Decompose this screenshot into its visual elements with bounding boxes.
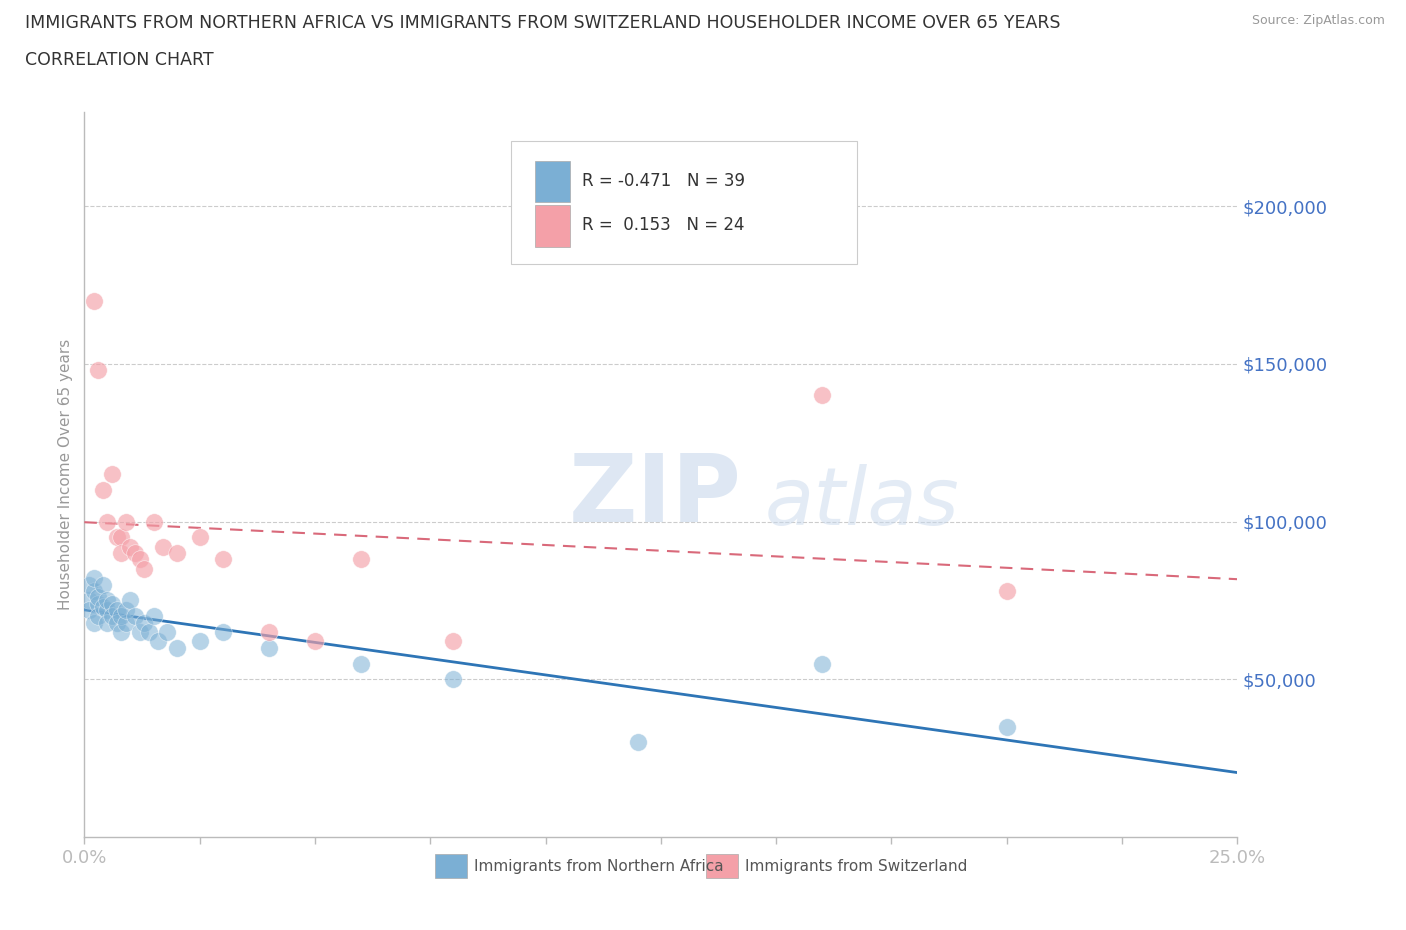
Text: Immigrants from Northern Africa: Immigrants from Northern Africa [474, 858, 724, 873]
Point [134, 615, 156, 630]
Point [188, 530, 211, 545]
Point [77, 603, 100, 618]
Point [811, 656, 834, 671]
Point [128, 552, 150, 567]
Point [120, 593, 142, 608]
Point [87, 363, 110, 378]
Text: CORRELATION CHART: CORRELATION CHART [25, 51, 214, 69]
Point [83, 293, 105, 308]
Point [83, 615, 105, 630]
Point [138, 625, 160, 640]
Point [188, 634, 211, 649]
FancyBboxPatch shape [510, 140, 856, 264]
Point [101, 596, 124, 611]
Point [120, 539, 142, 554]
Text: R = -0.471   N = 39: R = -0.471 N = 39 [582, 172, 745, 191]
Point [257, 625, 280, 640]
Point [124, 609, 146, 624]
Point [77, 578, 100, 592]
Point [166, 546, 188, 561]
Point [105, 603, 128, 618]
Point [96, 603, 118, 618]
Point [627, 735, 650, 750]
Point [83, 583, 105, 598]
Point [91, 578, 114, 592]
Point [110, 530, 132, 545]
Point [156, 625, 179, 640]
Point [96, 593, 118, 608]
Point [87, 590, 110, 604]
Point [124, 546, 146, 561]
Point [142, 514, 165, 529]
Point [152, 539, 174, 554]
Point [166, 641, 188, 656]
Point [995, 719, 1018, 734]
Text: atlas: atlas [765, 464, 959, 542]
Point [211, 552, 233, 567]
Point [110, 625, 132, 640]
Point [441, 671, 464, 686]
Point [83, 571, 105, 586]
Y-axis label: Householder Income Over 65 years: Householder Income Over 65 years [58, 339, 73, 610]
Point [101, 609, 124, 624]
FancyBboxPatch shape [706, 855, 738, 878]
Point [110, 546, 132, 561]
Point [77, 593, 100, 608]
Point [101, 467, 124, 482]
Point [211, 625, 233, 640]
Point [146, 634, 169, 649]
Point [91, 599, 114, 614]
Point [96, 615, 118, 630]
Text: Source: ZipAtlas.com: Source: ZipAtlas.com [1251, 14, 1385, 27]
Text: IMMIGRANTS FROM NORTHERN AFRICA VS IMMIGRANTS FROM SWITZERLAND HOUSEHOLDER INCOM: IMMIGRANTS FROM NORTHERN AFRICA VS IMMIG… [25, 14, 1060, 32]
Point [350, 552, 373, 567]
Point [105, 530, 128, 545]
FancyBboxPatch shape [536, 206, 569, 246]
FancyBboxPatch shape [434, 855, 467, 878]
Point [811, 388, 834, 403]
Point [142, 609, 165, 624]
Point [87, 609, 110, 624]
FancyBboxPatch shape [536, 161, 569, 203]
Text: ZIP: ZIP [568, 450, 741, 542]
Text: Immigrants from Switzerland: Immigrants from Switzerland [745, 858, 967, 873]
Point [105, 615, 128, 630]
Point [115, 603, 138, 618]
Point [91, 483, 114, 498]
Point [350, 656, 373, 671]
Point [96, 514, 118, 529]
Point [110, 609, 132, 624]
Point [87, 596, 110, 611]
Point [441, 634, 464, 649]
Point [304, 634, 326, 649]
Text: R =  0.153   N = 24: R = 0.153 N = 24 [582, 217, 745, 234]
Point [134, 562, 156, 577]
Point [257, 641, 280, 656]
Point [995, 583, 1018, 598]
Point [115, 514, 138, 529]
Point [115, 615, 138, 630]
Point [128, 625, 150, 640]
